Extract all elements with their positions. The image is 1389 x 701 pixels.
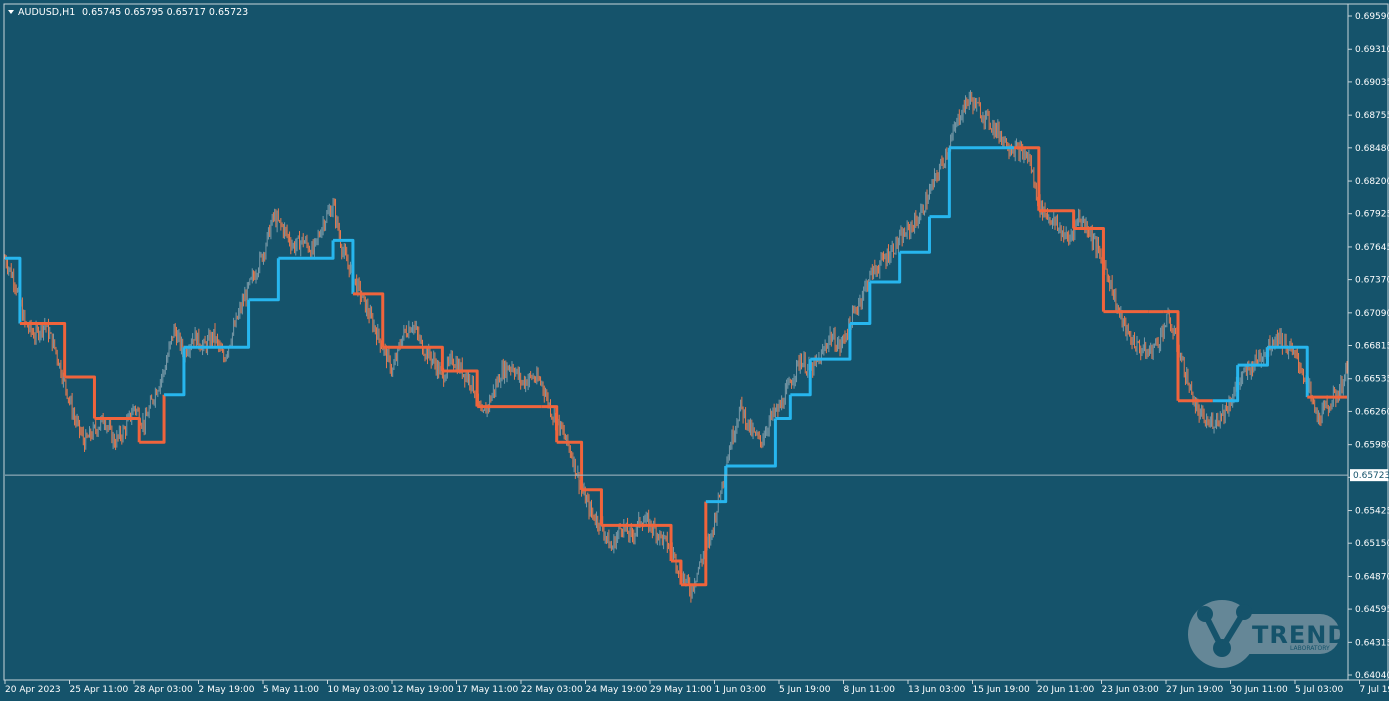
x-tick-label: 22 May 03:00 [521, 685, 583, 695]
x-tick-label: 15 Jun 19:00 [973, 685, 1030, 695]
trend-segment [790, 359, 812, 397]
y-tick-label: 0.64040 [1355, 671, 1389, 681]
trend-segment [1038, 209, 1076, 229]
y-tick-label: 0.67370 [1355, 276, 1389, 286]
trend-segment [1237, 347, 1269, 367]
y-tick-label: 0.64315 [1355, 638, 1389, 648]
trend-segment [725, 418, 777, 468]
y-tick-label: 0.69310 [1355, 45, 1389, 55]
trend-segment [556, 440, 584, 490]
trend-laboratory-logo: TREND LABORATORY [1188, 600, 1348, 668]
trend-segment [849, 281, 872, 326]
x-tick-label: 5 Jun 19:00 [779, 685, 831, 695]
y-tick-label: 0.66535 [1355, 375, 1389, 385]
price-axis-border [1347, 3, 1389, 681]
x-tick-label: 5 May 11:00 [263, 685, 319, 695]
trend-segment [5, 256, 22, 324]
x-tick-label: 20 Jun 11:00 [1037, 685, 1094, 695]
y-tick-label: 0.67090 [1355, 309, 1389, 319]
y-tick-label: 0.65425 [1355, 507, 1389, 517]
trend-segment [680, 501, 708, 587]
y-tick-label: 0.69590 [1355, 12, 1389, 22]
trend-segment [1212, 365, 1240, 403]
trend-line [5, 146, 1347, 587]
x-tick-label: 8 Jun 11:00 [844, 685, 896, 695]
trend-segment [278, 240, 335, 260]
trend-segment [352, 292, 385, 348]
trend-segment [581, 488, 603, 526]
trend-segment [775, 394, 792, 421]
trend-segment [929, 147, 951, 219]
trend-segment [541, 405, 559, 443]
x-tick-label: 5 Jul 03:00 [1295, 685, 1344, 695]
trend-segment [705, 466, 728, 504]
y-tick-label: 0.68480 [1355, 144, 1389, 154]
x-tick-label: 25 Apr 11:00 [70, 685, 129, 695]
x-tick-label: 27 Jun 19:00 [1166, 685, 1223, 695]
x-tick-label: 12 May 19:00 [392, 685, 454, 695]
trend-segment [671, 559, 683, 585]
trend-segment [1073, 227, 1105, 312]
x-tick-label: 17 May 11:00 [457, 685, 519, 695]
y-axis: 0.69590 0.69310 0.69035 0.68755 0.68480 0.682… [1348, 12, 1389, 681]
x-tick-label: 2 May 19:00 [199, 685, 255, 695]
x-tick-label: 23 Jun 03:00 [1102, 685, 1159, 695]
trend-segment [869, 252, 902, 284]
x-tick-label: 20 Apr 2023 [5, 685, 61, 695]
trend-segment [248, 258, 280, 302]
y-tick-label: 0.64595 [1355, 605, 1389, 615]
trend-segment [183, 299, 251, 349]
trend-segment [1013, 146, 1041, 211]
x-tick-label: 30 Jun 11:00 [1231, 685, 1288, 695]
symbol-header[interactable]: AUDUSD,H1 0.65745 0.65795 0.65717 0.6572… [8, 7, 248, 18]
trend-segment [19, 322, 67, 377]
logo-sub-text: LABORATORY [1290, 645, 1330, 652]
x-tick-label: 10 May 03:00 [328, 685, 390, 695]
trend-segment [1163, 310, 1180, 401]
y-tick-label: 0.65150 [1355, 539, 1389, 549]
x-tick-label: 24 May 19:00 [586, 685, 648, 695]
x-tick-label: 28 Apr 03:00 [134, 685, 193, 695]
trend-segment [442, 369, 479, 407]
y-tick-label: 0.66260 [1355, 407, 1389, 417]
ohlc-values: 0.65745 0.65795 0.65717 0.65723 [82, 7, 248, 18]
trend-segment [164, 347, 186, 397]
y-tick-label: 0.66815 [1355, 342, 1389, 352]
y-tick-label: 0.69035 [1355, 78, 1389, 88]
trend-segment [139, 394, 166, 444]
y-tick-label: 0.67645 [1355, 243, 1389, 253]
trend-segment [810, 323, 852, 361]
logo-link [1202, 610, 1247, 655]
x-axis: 20 Apr 2023 25 Apr 11:00 28 Apr 03:00 2 May… [4, 680, 1389, 695]
y-tick-label: 0.67925 [1355, 210, 1389, 220]
current-price-label: 0.65723 [1350, 469, 1389, 482]
triangle-down-icon[interactable] [8, 10, 14, 14]
trend-segment [333, 238, 355, 294]
x-tick-label: 7 Jul 19:00 [1360, 685, 1389, 695]
trend-segment [1267, 345, 1309, 398]
y-tick-label: 0.68200 [1355, 177, 1389, 187]
trend-segment [94, 417, 141, 443]
trend-segment [899, 216, 931, 254]
current-price-text: 0.65723 [1353, 471, 1389, 481]
x-tick-label: 29 May 11:00 [650, 685, 712, 695]
trend-segment [382, 345, 444, 372]
x-tick-label: 1 Jun 03:00 [715, 685, 767, 695]
symbol-label: AUDUSD,H1 [18, 7, 75, 18]
trend-segment [601, 523, 673, 562]
y-tick-label: 0.68755 [1355, 111, 1389, 121]
x-tick-label: 13 Jun 03:00 [908, 685, 965, 695]
logo-brand-text: TREND [1252, 621, 1348, 649]
trend-segment [64, 375, 96, 419]
y-tick-label: 0.65980 [1355, 441, 1389, 451]
y-tick-label: 0.64870 [1355, 572, 1389, 582]
